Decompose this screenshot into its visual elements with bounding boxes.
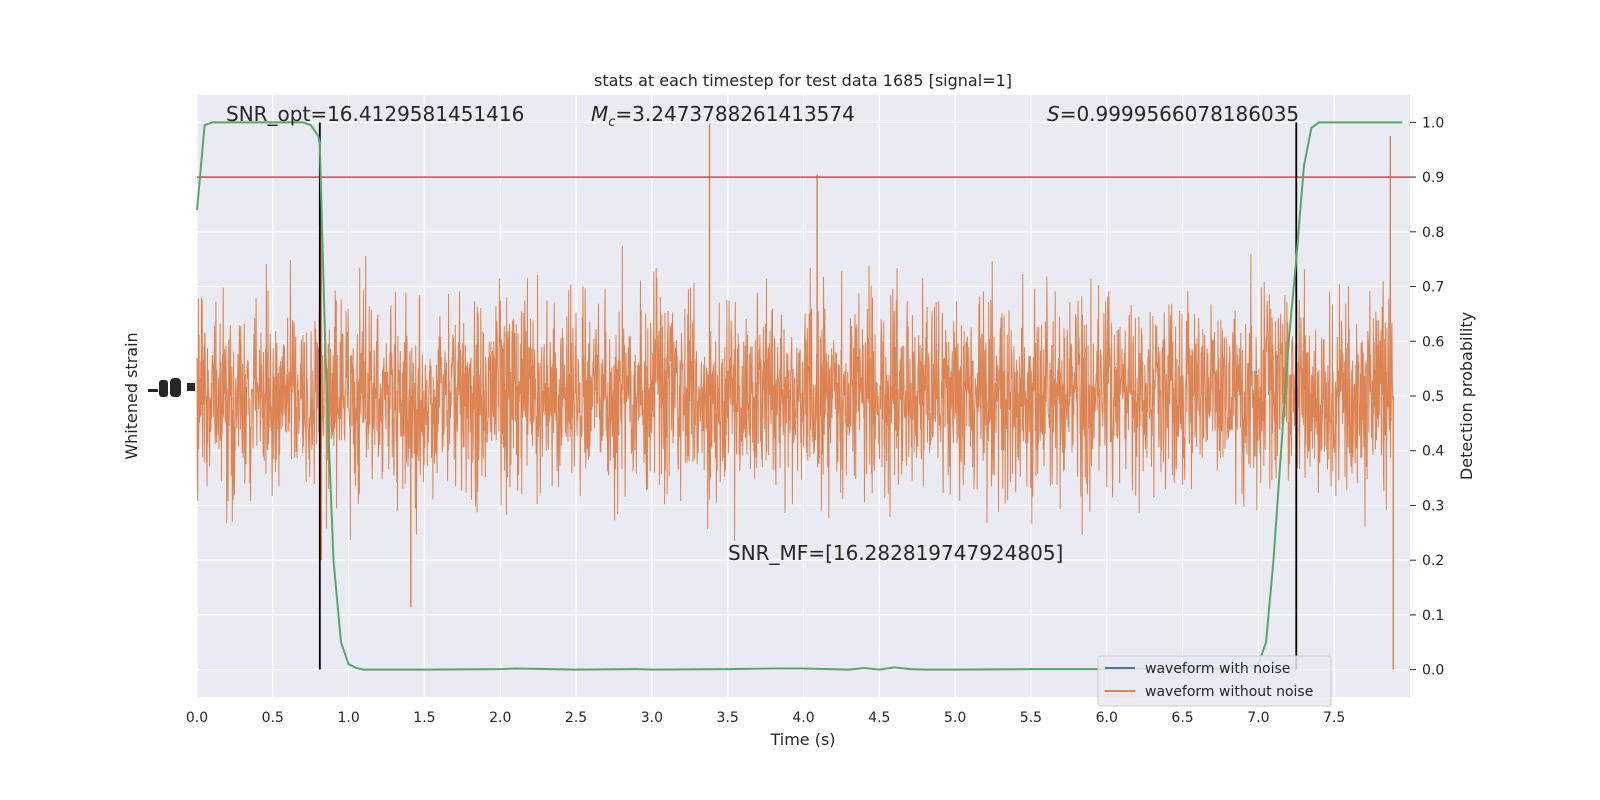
legend: waveform with noise waveform without noi… bbox=[1097, 655, 1332, 707]
y-tick-label: 0.7 bbox=[1422, 280, 1444, 296]
x-axis-ticks: 0.0 0.5 1.0 1.5 2.0 2.5 3.0 3.5 4.0 4.5 5.0 5.5 6.0 6… bbox=[186, 710, 1345, 726]
x-tick-label: 5.5 bbox=[1020, 710, 1042, 726]
x-tick-label: 3.0 bbox=[641, 710, 663, 726]
y-tick-label: 0.0 bbox=[1422, 663, 1444, 679]
snr-mf-annotation: SNR_MF=[16.282819747924805] bbox=[728, 541, 1063, 565]
y-left-axis-label: Whitened strain bbox=[122, 332, 141, 459]
x-tick-label: 5.0 bbox=[944, 710, 966, 726]
noise-path bbox=[196, 246, 1394, 541]
y-tick-label: 0.4 bbox=[1422, 444, 1444, 460]
x-tick-label: 6.5 bbox=[1171, 710, 1193, 726]
legend-box bbox=[1097, 655, 1332, 707]
x-tick-label: 0.5 bbox=[262, 710, 284, 726]
left-axis-tick-cluster bbox=[148, 378, 195, 397]
x-tick-label: 1.5 bbox=[413, 710, 435, 726]
legend-label-without-noise: waveform without noise bbox=[1145, 684, 1313, 700]
y-tick-label: 0.2 bbox=[1422, 553, 1444, 569]
x-tick-label: 4.0 bbox=[792, 710, 814, 726]
x-tick-label: 2.0 bbox=[489, 710, 511, 726]
x-tick-label: 4.5 bbox=[868, 710, 890, 726]
x-tick-label: 7.0 bbox=[1247, 710, 1269, 726]
x-tick-label: 2.5 bbox=[565, 710, 587, 726]
x-tick-label: 1.0 bbox=[337, 710, 359, 726]
chirp-mass-annotation: Mc=3.2473788261413574 bbox=[591, 102, 855, 130]
y-tick-label: 0.5 bbox=[1422, 389, 1444, 405]
y-tick-label: 1.0 bbox=[1422, 115, 1444, 131]
y-tick-label: 0.9 bbox=[1422, 170, 1444, 186]
x-tick-label: 6.0 bbox=[1096, 710, 1118, 726]
s-annotation: S=0.9999566078186035 bbox=[1047, 102, 1299, 126]
chart-title: stats at each timestep for test data 168… bbox=[594, 71, 1012, 90]
y-right-axis-ticks: 0.0 0.1 0.2 0.3 0.4 0.5 0.6 0.7 0.8 0.9 1.0 bbox=[1410, 115, 1444, 679]
y-tick-label: 0.1 bbox=[1422, 608, 1444, 624]
s-symbol: S bbox=[1047, 102, 1060, 126]
y-tick-label: 0.6 bbox=[1422, 334, 1444, 350]
x-tick-label: 3.5 bbox=[717, 710, 739, 726]
s-value: =0.9999566078186035 bbox=[1060, 102, 1299, 126]
mc-value: =3.2473788261413574 bbox=[615, 102, 854, 126]
mc-symbol: M bbox=[591, 102, 608, 126]
y-tick-label: 0.3 bbox=[1422, 498, 1444, 514]
detection-probability-line bbox=[196, 121, 1403, 671]
mc-subscript: c bbox=[608, 115, 615, 130]
x-axis-label: Time (s) bbox=[769, 730, 835, 749]
event-markers bbox=[318, 122, 1298, 670]
x-tick-label: 0.0 bbox=[186, 710, 208, 726]
y-right-axis-label: Detection probability bbox=[1457, 312, 1476, 480]
legend-label-with-noise: waveform with noise bbox=[1145, 661, 1290, 677]
snr-opt-annotation: SNR_opt=16.4129581451416 bbox=[226, 102, 524, 126]
x-tick-label: 7.5 bbox=[1323, 710, 1345, 726]
y-tick-label: 0.8 bbox=[1422, 225, 1444, 241]
